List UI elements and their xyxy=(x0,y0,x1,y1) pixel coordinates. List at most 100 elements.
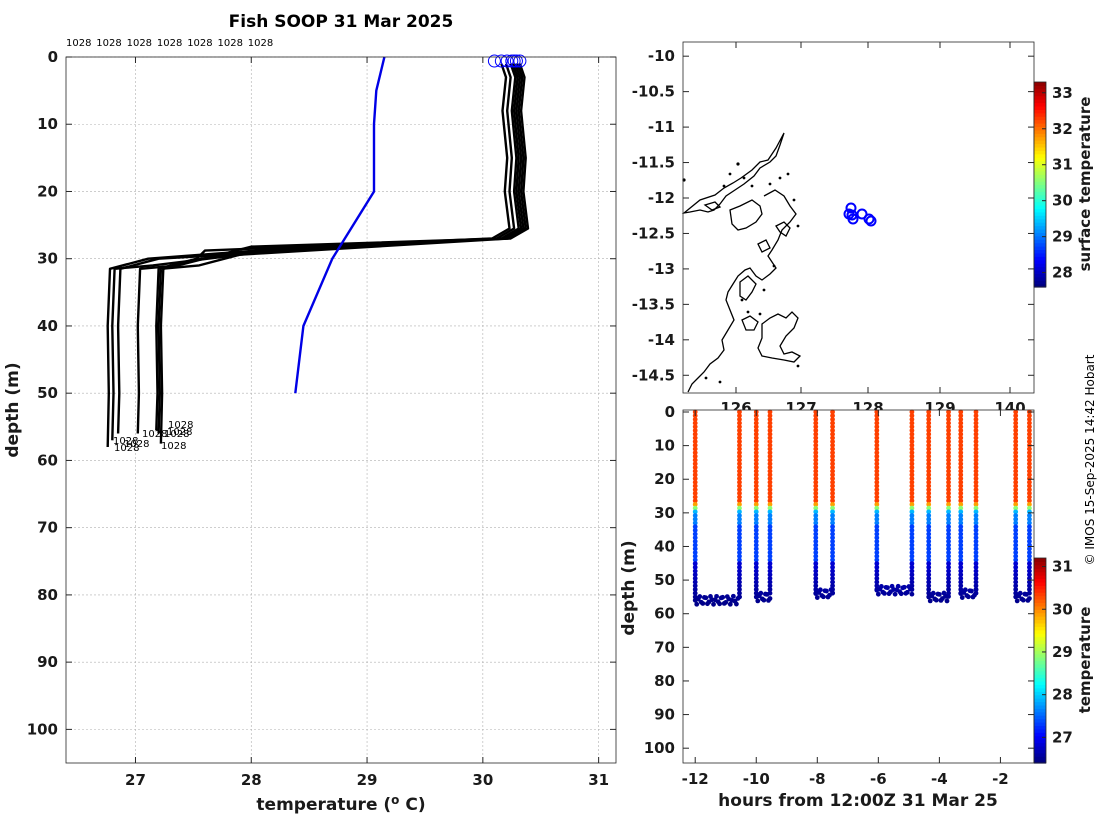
colorbar-segment xyxy=(1034,735,1046,740)
colorbar-segment xyxy=(1034,228,1046,233)
measurement-point xyxy=(692,431,698,437)
measurement-point xyxy=(958,579,964,585)
measurement-point xyxy=(767,468,773,474)
colorbar-segment xyxy=(1034,246,1046,251)
measurement-point xyxy=(717,601,723,607)
measurement-point xyxy=(909,461,915,467)
bottom-label: 1028 xyxy=(161,441,186,452)
measurement-point xyxy=(737,561,742,567)
measurement-point xyxy=(813,465,819,470)
measurement-point xyxy=(958,546,964,552)
measurement-point xyxy=(737,476,742,481)
measurement-point xyxy=(767,476,773,481)
measurement-point xyxy=(874,450,880,456)
measurement-point xyxy=(711,601,716,607)
measurement-point xyxy=(973,476,979,481)
colorbar-segment xyxy=(1034,283,1046,288)
measurement-point xyxy=(973,416,979,422)
measurement-point xyxy=(737,413,742,419)
measurement-point xyxy=(692,505,698,511)
measurement-point xyxy=(973,579,979,585)
y-tick-label: 30 xyxy=(37,250,58,268)
measurement-point xyxy=(753,428,759,433)
colorbar-tick-label: 27 xyxy=(1052,728,1073,746)
measurement-point xyxy=(813,446,819,452)
time-y-tick-label: 60 xyxy=(654,605,675,623)
measurement-point xyxy=(830,579,835,585)
measurement-point xyxy=(926,424,932,430)
measurement-point xyxy=(1013,535,1019,541)
colorbar-segment xyxy=(1034,85,1046,90)
profile-x-axis-label-unit: C) xyxy=(399,795,425,815)
colorbar-segment xyxy=(1034,674,1046,679)
measurement-point xyxy=(753,442,759,448)
x-tick-label: 29 xyxy=(357,771,378,789)
measurement-point xyxy=(737,509,742,515)
colorbar-segment xyxy=(1034,269,1046,274)
colorbar-tick-label: 28 xyxy=(1052,686,1073,704)
measurement-point xyxy=(1013,453,1019,459)
measurement-point xyxy=(692,461,698,467)
measurement-point xyxy=(926,509,932,515)
measurement-point xyxy=(753,572,759,578)
top-label: 1028 xyxy=(96,38,121,49)
colorbar-segment xyxy=(1034,191,1046,196)
measurement-point xyxy=(926,461,932,467)
measurement-point xyxy=(737,457,742,463)
measurement-point xyxy=(753,583,759,589)
measurement-point xyxy=(946,583,951,589)
measurement-point xyxy=(926,442,932,448)
time-y-tick-label: 30 xyxy=(654,504,675,522)
profile-y-axis-label: depth (m) xyxy=(3,362,23,457)
measurement-point xyxy=(946,568,951,574)
colorbar-segment xyxy=(1034,276,1046,281)
measurement-point xyxy=(926,468,932,474)
depth-time-x-axis-label: hours from 12:00Z 31 Mar 25 xyxy=(718,791,998,811)
measurement-point xyxy=(813,516,819,522)
time-x-tick-label: -6 xyxy=(870,770,887,788)
measurement-point xyxy=(909,557,915,563)
measurement-point xyxy=(946,587,951,592)
measurement-point xyxy=(830,465,835,470)
measurement-point xyxy=(973,590,979,596)
colorbar-segment xyxy=(1034,263,1046,268)
measurement-point xyxy=(830,413,835,419)
measurement-point xyxy=(813,420,819,426)
colorbar-segment xyxy=(1034,663,1046,668)
measurement-point xyxy=(767,487,773,493)
measurement-point xyxy=(767,483,773,489)
measurement-point xyxy=(874,439,880,444)
y-tick-label: 80 xyxy=(37,586,58,604)
measurement-point xyxy=(973,561,979,567)
colorbar-segment xyxy=(1034,752,1046,757)
measurement-point xyxy=(973,576,979,581)
measurement-point xyxy=(830,542,835,548)
measurement-point xyxy=(926,409,932,415)
measurement-point xyxy=(973,465,979,470)
colorbar-segment xyxy=(1034,558,1046,563)
measurement-point xyxy=(946,524,951,530)
time-y-tick-label: 20 xyxy=(654,470,675,488)
measurement-point xyxy=(1013,505,1019,511)
measurement-point xyxy=(830,409,835,415)
measurement-point xyxy=(737,576,742,581)
measurement-point xyxy=(1027,472,1032,478)
measurement-point xyxy=(1027,413,1032,419)
measurement-point xyxy=(813,487,819,493)
measurement-point xyxy=(692,546,698,552)
measurement-point xyxy=(958,527,964,533)
measurement-point xyxy=(958,505,964,511)
measurement-point xyxy=(753,450,759,456)
measurement-point xyxy=(946,590,951,596)
x-tick-label: 28 xyxy=(241,771,262,789)
measurement-point xyxy=(946,542,951,548)
y-tick-label: 0 xyxy=(48,48,58,66)
measurement-point xyxy=(1013,487,1019,493)
measurement-point xyxy=(958,453,964,459)
colorbar-segment xyxy=(1034,691,1046,696)
measurement-point xyxy=(946,553,951,559)
colorbar-segment xyxy=(1034,95,1046,100)
measurement-point xyxy=(874,524,880,530)
measurement-point xyxy=(946,468,951,474)
measurement-point xyxy=(973,513,979,518)
